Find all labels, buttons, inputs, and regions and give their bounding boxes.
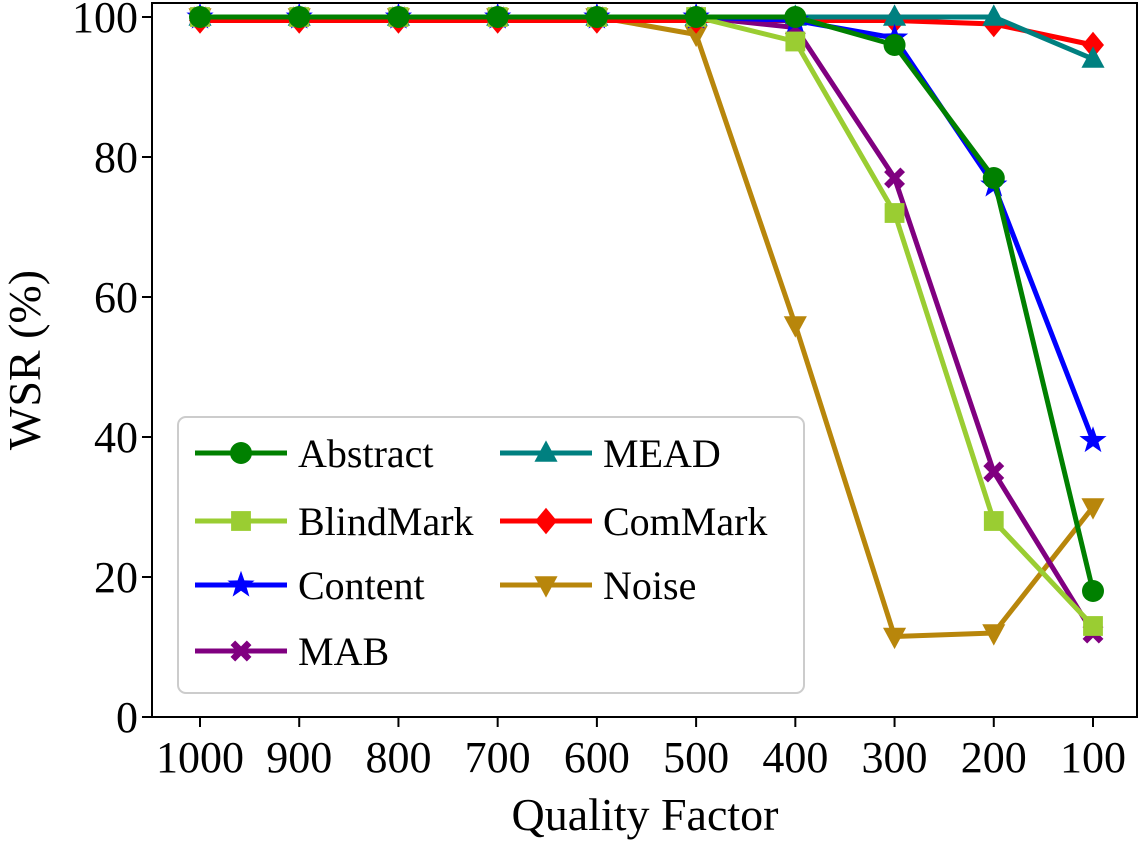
legend-label-noise: Noise (603, 563, 696, 608)
series-line-commark (200, 18, 1094, 48)
series-mead (188, 4, 1105, 68)
data-point-abstract (486, 6, 509, 28)
data-point-noise (883, 627, 907, 650)
legend-label-content: Content (298, 563, 425, 608)
x-tick-label: 1000 (156, 733, 244, 782)
data-point-mab (983, 461, 1005, 483)
data-point-mead (883, 4, 907, 26)
data-point-abstract (685, 6, 708, 28)
x-tick-label: 100 (1060, 733, 1126, 782)
legend-entry-noise: Noise (500, 563, 696, 608)
data-point-mead (982, 4, 1006, 26)
x-tick-label: 900 (266, 733, 332, 782)
x-tick-label: 700 (465, 733, 531, 782)
legend-entry-mab: MAB (195, 629, 389, 674)
data-point-blindmark (785, 31, 806, 52)
legend-label-abstract: Abstract (298, 431, 434, 476)
legend-marker-mab (230, 640, 252, 662)
legend: Abstract BlindMark Content MAB MEAD ComMark No… (177, 416, 805, 694)
series-layer (186, 2, 1107, 650)
legend-frame (177, 416, 805, 694)
data-point-abstract (982, 167, 1005, 189)
y-tick-label: 100 (72, 0, 138, 42)
plot-area-frame (151, 2, 1138, 718)
x-tick-label: 500 (663, 733, 729, 782)
data-point-abstract (387, 6, 410, 28)
legend-entry-commark: ComMark (500, 499, 767, 544)
legend-marker-mead (534, 440, 558, 462)
data-point-noise (1081, 498, 1105, 520)
series-content (186, 2, 1107, 453)
legend-marker-noise (534, 576, 558, 598)
y-tick-label: 0 (116, 693, 138, 742)
data-point-abstract (784, 6, 807, 28)
series-line-content (200, 14, 1096, 442)
legend-marker-content (227, 570, 255, 597)
data-point-abstract (288, 6, 311, 28)
data-point-noise (684, 25, 708, 48)
data-point-mead (1081, 46, 1105, 68)
y-tick-label: 60 (94, 273, 138, 322)
x-tick-label: 600 (564, 733, 630, 782)
y-tick-label: 20 (94, 553, 138, 602)
x-tick-label: 800 (365, 733, 431, 782)
legend-marker-blindmark (231, 511, 251, 531)
y-axis-title: WSR (%) (0, 270, 50, 450)
data-point-blindmark (884, 203, 905, 223)
series-abstract (189, 6, 1104, 602)
legend-entry-blindmark: BlindMark (195, 499, 474, 544)
data-point-content (1079, 426, 1107, 453)
x-tick-label: 400 (762, 733, 828, 782)
legend-label-mead: MEAD (603, 431, 721, 476)
data-point-blindmark (983, 511, 1004, 531)
data-point-noise (783, 316, 807, 338)
legend-entry-content: Content (195, 563, 425, 608)
y-tick-label: 40 (94, 413, 138, 462)
data-point-abstract (1082, 580, 1104, 602)
data-point-mab (884, 167, 906, 189)
legend-entry-abstract: Abstract (195, 431, 434, 476)
ticks-layer: 1000 900 800 700 600 500 400 300 200 100020406080… (72, 0, 1126, 782)
x-tick-label: 200 (961, 733, 1027, 782)
legend-label-blindmark: BlindMark (298, 499, 474, 544)
data-point-abstract (883, 34, 906, 56)
legend-label-mab: MAB (298, 629, 389, 674)
legend-marker-abstract (230, 442, 252, 464)
legend-label-commark: ComMark (603, 499, 767, 544)
data-point-blindmark (1083, 616, 1103, 636)
data-point-abstract (585, 6, 608, 28)
x-tick-label: 300 (862, 733, 928, 782)
data-point-commark (1082, 31, 1104, 59)
legend-marker-commark (535, 507, 557, 535)
series-line-abstract (200, 14, 1096, 592)
y-tick-label: 80 (94, 133, 138, 182)
data-point-abstract (189, 6, 211, 28)
x-axis-title: Quality Factor (512, 789, 779, 840)
legend-entry-mead: MEAD (500, 431, 721, 476)
data-point-noise (982, 624, 1006, 646)
